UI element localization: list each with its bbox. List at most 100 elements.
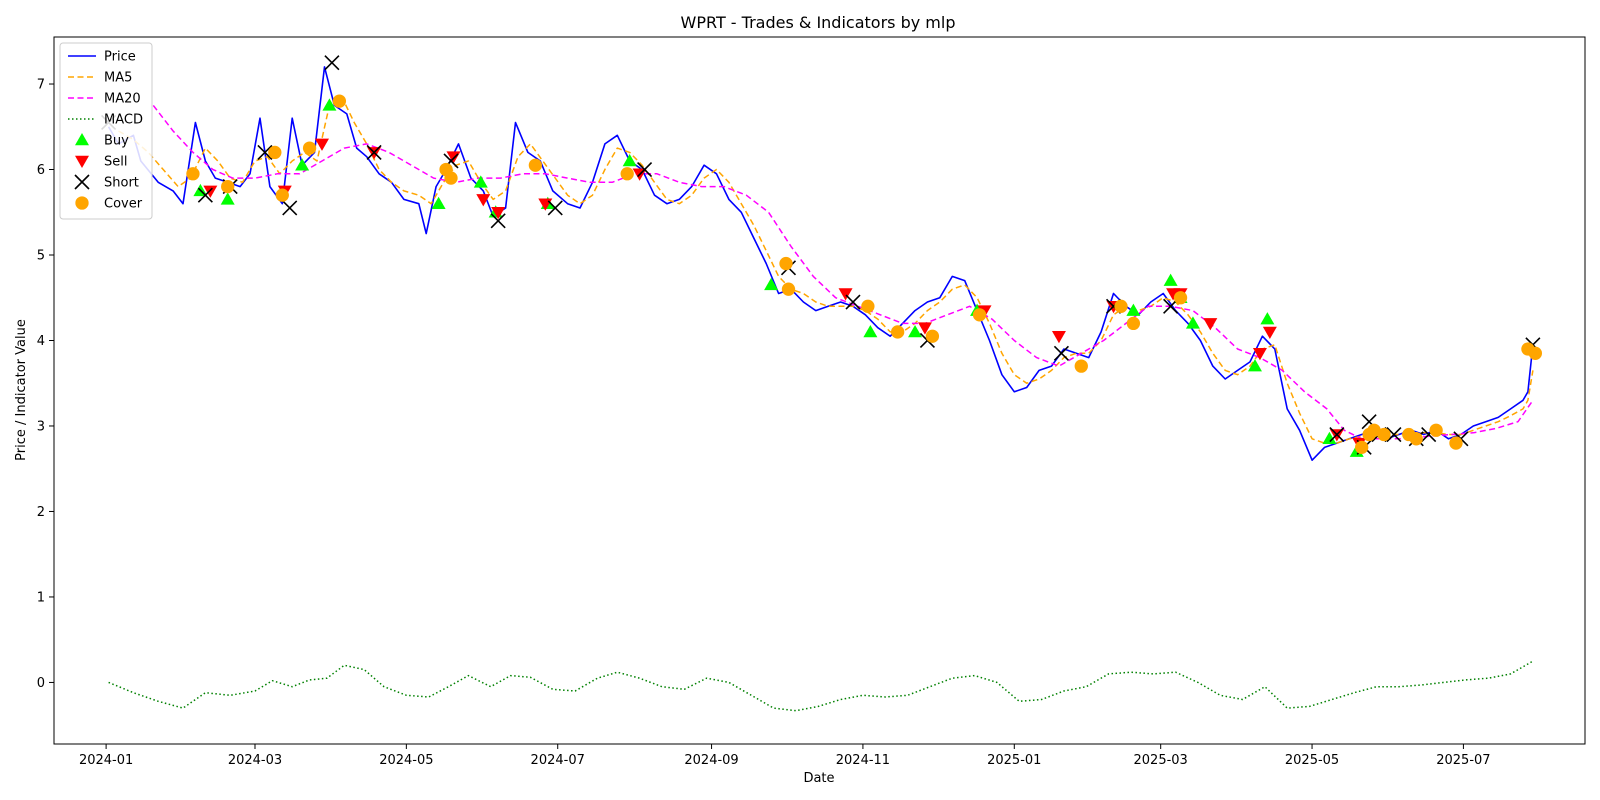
marker-cover [332,94,347,108]
marker-cover [925,329,940,343]
legend-item: Short [74,174,139,191]
x-axis-title: Date [803,771,834,786]
series-line-price [107,66,1534,461]
marker-cover [1449,436,1463,450]
x-axis: 2024-01 2024-03 2024-05 2024-07 2024-09 2024-… [79,744,1491,768]
x-tick-label: 2025-07 [1436,753,1490,768]
marker-buy [1163,273,1178,286]
legend-swatch-sell [75,155,89,168]
y-tick-label: 4 [37,334,45,349]
marker-cover [779,256,793,271]
marker-cover [528,158,543,172]
marker-buy [764,277,779,291]
marker-cover [861,299,875,313]
y-axis: 0 1 2 3 4 5 6 7 [37,78,54,691]
legend-box [59,42,153,220]
legend: Price MA5 MA20 MACD Buy Sell Short Cover [59,42,153,220]
legend-label: MA5 [104,71,132,86]
plot-area [101,55,1543,712]
x-tick-label: 2024-03 [228,753,282,768]
marker-cover [1377,427,1391,442]
x-tick-label: 2025-05 [1285,753,1339,768]
x-tick-label: 2024-05 [379,753,433,768]
series-line-ma20 [152,104,1534,440]
y-tick-label: 3 [37,419,45,434]
marker-buy [1322,431,1337,445]
series-line-ma5 [118,96,1534,444]
marker-cover [1355,440,1369,455]
marker-sell [203,185,218,198]
marker-cover [444,171,458,185]
legend-label: MA20 [104,92,141,107]
marker-sell [1252,348,1267,361]
legend-swatch-short [74,174,90,190]
marker-buy [322,98,337,111]
y-axis-title: Price / Indicator Value [14,319,29,461]
y-tick-label: 5 [37,248,45,263]
y-tick-label: 1 [37,590,45,605]
marker-cover [891,325,905,339]
legend-label: Cover [104,197,143,212]
x-tick-label: 2025-01 [987,753,1041,768]
series-line-macd [108,660,1534,712]
chart-title: WPRT - Trades & Indicators by mlp [681,13,956,32]
marker-short [1329,426,1345,443]
marker-short [636,161,653,178]
marker-cover [1409,432,1423,446]
marker-sell [476,194,491,207]
legend-item: Buy [75,133,129,149]
plot-frame [53,36,1586,745]
marker-cover [275,188,289,202]
marker-sell [314,138,329,151]
marker-short [1053,345,1069,361]
y-tick-label: 2 [37,505,45,520]
marker-short [257,144,273,160]
marker-sell [1203,318,1218,331]
legend-item: MACD [68,113,143,128]
legend-swatch-buy [75,133,89,146]
marker-short [282,200,298,216]
y-tick-label: 6 [37,163,45,178]
marker-cover [221,179,235,194]
legend-item: MA5 [68,71,132,86]
marker-cover [186,167,200,181]
marker-buy [1126,303,1141,316]
marker-sell [491,207,506,220]
legend-label: Buy [104,134,129,149]
marker-buy [1260,312,1275,325]
marker-short [845,294,861,310]
marker-cover [302,141,317,155]
legend-item: Price [68,50,136,65]
legend-label: MACD [104,113,143,128]
marker-short [197,187,213,203]
legend-label: Price [104,50,136,65]
marker-cover [1114,299,1128,313]
legend-item: Sell [75,155,127,170]
marker-short [547,200,563,216]
marker-cover [781,282,796,296]
marker-cover [1126,316,1141,331]
marker-cover [1429,423,1443,437]
marker-cover [268,145,282,160]
legend-item: MA20 [68,92,141,107]
marker-short [324,55,340,71]
y-tick-label: 0 [37,676,45,691]
legend-item: Cover [75,196,143,212]
marker-buy [220,192,235,205]
marker-sell [838,288,853,301]
marker-buy [1247,359,1262,372]
marker-buy [1185,316,1200,329]
marker-short [366,144,382,160]
marker-buy [863,324,878,338]
marker-sell [1051,330,1066,344]
legend-swatch-cover [75,196,89,210]
marker-buy [908,324,923,338]
x-tick-label: 2024-11 [836,753,890,768]
legend-label: Short [104,176,139,191]
marker-buy [431,196,446,209]
x-tick-label: 2024-09 [684,753,738,768]
x-tick-label: 2024-07 [531,753,585,768]
x-tick-label: 2025-03 [1134,753,1188,768]
